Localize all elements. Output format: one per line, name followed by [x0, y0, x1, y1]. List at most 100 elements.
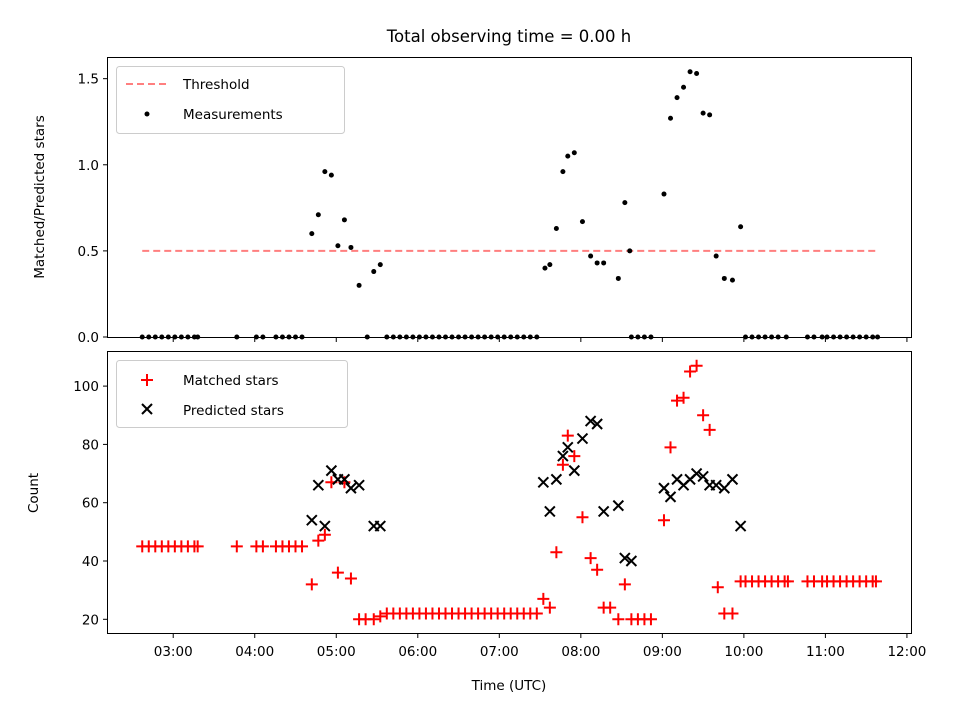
measurement-point	[534, 334, 540, 340]
matched-star-point	[312, 534, 325, 547]
ratio-axis-ticks: 0.0 0.5 1.0 1.5	[78, 72, 908, 346]
measurement-point	[661, 191, 667, 197]
predicted-star-point	[537, 476, 550, 489]
measurement-point	[335, 243, 341, 249]
measurement-point	[837, 334, 843, 340]
measurement-point	[341, 217, 347, 223]
measurement-point	[390, 334, 396, 340]
counts-y-tick-label: 60	[82, 496, 99, 512]
x-tick-label: 12:00	[887, 644, 926, 660]
matched-star-point	[671, 394, 684, 407]
measurement-point	[178, 334, 184, 340]
matched-star-point	[677, 391, 690, 404]
measurement-point	[253, 334, 259, 340]
predicted-star-point	[325, 464, 338, 477]
measurement-point	[674, 95, 680, 101]
x-tick-label: 10:00	[724, 644, 763, 660]
ratio-legend-box	[116, 66, 345, 134]
ratio-legend: Threshold Measurements	[116, 66, 345, 134]
measurement-point	[456, 334, 462, 340]
legend-measurements-swatch	[144, 111, 150, 117]
measurement-point	[482, 334, 488, 340]
measurement-point	[423, 334, 429, 340]
measurement-point	[146, 334, 152, 340]
measurement-point	[293, 334, 299, 340]
measurement-point	[234, 334, 240, 340]
matched-star-point	[374, 610, 387, 623]
measurement-point	[762, 334, 768, 340]
measurement-point	[635, 334, 641, 340]
ratio-panel: 0.0 0.5 1.0 1.5 Matched/Predicted stars Thr…	[32, 57, 912, 346]
matched-star-point	[576, 511, 589, 524]
measurement-point	[850, 334, 856, 340]
predicted-star-point	[338, 473, 351, 486]
measurement-point	[769, 334, 775, 340]
matched-star-point	[550, 546, 563, 559]
predicted-star-point	[353, 479, 365, 491]
counts-legend-box	[116, 360, 348, 428]
measurement-point	[743, 334, 749, 340]
counts-marks	[136, 359, 882, 626]
matched-star-point	[537, 592, 550, 605]
measurement-point	[681, 84, 687, 90]
measurement-point	[687, 69, 693, 75]
counts-y-tick-label: 100	[73, 379, 99, 395]
matched-star-point	[530, 607, 543, 620]
measurement-point	[553, 226, 559, 231]
matched-star-point	[561, 429, 574, 442]
predicted-star-point	[374, 520, 386, 532]
matched-star-point	[256, 540, 269, 553]
measurement-point	[721, 275, 727, 281]
predicted-star-point	[726, 473, 739, 486]
matched-star-point	[618, 578, 631, 591]
ratio-y-tick-label: 1.5	[78, 72, 99, 88]
counts-plot-frame	[107, 351, 912, 634]
matched-star-point	[684, 365, 697, 378]
measurement-point	[279, 334, 285, 340]
measurement-point	[819, 334, 825, 340]
x-tick-label: 08:00	[561, 644, 600, 660]
matched-star-point	[305, 578, 318, 591]
measurement-point	[588, 253, 594, 259]
legend-matched-swatch	[141, 374, 153, 386]
measurement-point	[627, 248, 633, 254]
measurement-point	[273, 334, 279, 340]
predicted-star-point	[319, 520, 331, 532]
measurement-point	[729, 277, 735, 283]
measurement-point	[641, 334, 647, 340]
measurement-point	[628, 334, 634, 340]
x-tick-label: 07:00	[480, 644, 519, 660]
matched-star-point	[644, 613, 657, 626]
measurement-point	[172, 334, 178, 340]
measurement-point	[356, 282, 362, 288]
predicted-star-point	[664, 491, 677, 503]
measurement-point	[139, 334, 145, 340]
matched-star-point	[781, 575, 794, 588]
measurement-point	[436, 334, 442, 340]
measurement-point	[824, 334, 830, 340]
measurement-point	[622, 200, 628, 206]
measurement-point	[299, 334, 305, 340]
measurement-point	[309, 231, 315, 237]
measurement-point	[475, 334, 481, 340]
measurement-point	[713, 253, 719, 259]
matched-star-point	[697, 409, 710, 422]
measurement-point	[527, 334, 533, 340]
measurement-point	[185, 334, 191, 340]
measurement-point	[756, 334, 762, 340]
measurement-point	[594, 260, 600, 266]
x-tick-label: 03:00	[154, 644, 193, 660]
matched-star-point	[591, 563, 604, 576]
measurement-point	[501, 334, 507, 340]
measurement-point	[857, 334, 863, 340]
counts-legend: Matched stars Predicted stars	[116, 360, 348, 428]
matched-star-point	[568, 450, 581, 463]
x-tick-label: 04:00	[235, 644, 274, 660]
matched-star-point	[869, 575, 882, 588]
predicted-star-point	[612, 499, 625, 512]
measurement-point	[488, 334, 494, 340]
counts-y-tick-label: 80	[82, 437, 99, 453]
matched-star-point	[584, 552, 597, 565]
predicted-star-point	[562, 441, 574, 454]
measurement-point	[775, 334, 781, 340]
